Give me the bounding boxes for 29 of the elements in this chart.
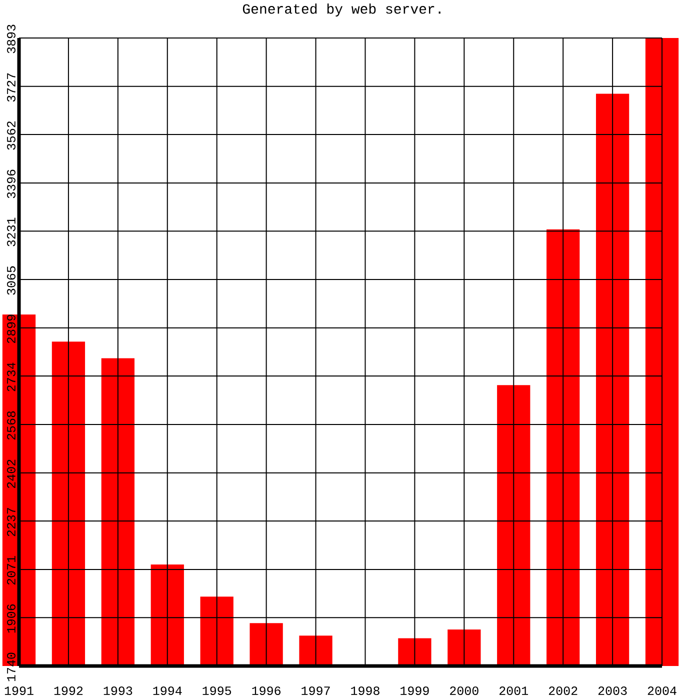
x-tick-label: 1991	[4, 686, 34, 696]
y-tick-label: 2899	[6, 314, 16, 344]
y-tick-label: 3562	[6, 121, 16, 150]
x-tick-label: 2000	[450, 686, 478, 696]
x-tick-label: 1998	[351, 686, 380, 696]
y-tick-label: 3231	[6, 218, 16, 246]
x-tick-label: 1997	[302, 686, 330, 696]
y-tick-label: 3396	[6, 170, 16, 198]
y-tick-label: 2568	[6, 411, 16, 440]
y-tick-label: 3065	[6, 266, 16, 295]
y-tick-label: 2734	[6, 362, 16, 392]
x-tick-label: 1993	[104, 686, 132, 696]
x-tick-label: 1995	[202, 686, 232, 696]
chart-title: Generated by web server.	[242, 3, 440, 17]
y-tick-label: 3727	[6, 73, 16, 102]
y-tick-label: 2237	[6, 508, 16, 536]
x-tick-label: 2001	[500, 686, 528, 696]
y-tick-label: 3893	[6, 24, 16, 54]
x-tick-label: 2002	[548, 686, 578, 696]
x-tick-label: 2004	[648, 686, 676, 696]
x-tick-label: 1994	[153, 686, 182, 696]
x-tick-label: 2003	[598, 686, 627, 696]
y-tick-label: 1740	[6, 652, 16, 682]
x-tick-label: 1992	[54, 686, 83, 696]
y-tick-label: 2071	[6, 556, 16, 585]
y-tick-label: 1906	[6, 604, 16, 633]
x-tick-label: 1999	[400, 686, 429, 696]
y-tick-label: 2402	[6, 460, 16, 488]
x-tick-label: 1996	[252, 686, 281, 696]
